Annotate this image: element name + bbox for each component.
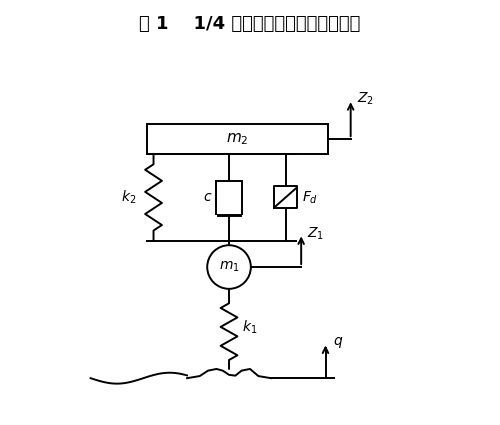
Bar	[147, 125, 328, 154]
Text: $k_1$: $k_1$	[242, 319, 258, 336]
Text: $Z_1$: $Z_1$	[308, 225, 324, 242]
Text: $m_1$: $m_1$	[218, 260, 240, 274]
Text: $F_d$: $F_d$	[302, 189, 318, 206]
Text: $k_2$: $k_2$	[120, 189, 136, 206]
Text: $q$: $q$	[333, 335, 344, 350]
Text: 图 1    1/4 车辆悬架二自由度力学模型: 图 1 1/4 车辆悬架二自由度力学模型	[140, 15, 360, 33]
Text: $c$: $c$	[203, 190, 212, 204]
Text: $m_2$: $m_2$	[226, 131, 248, 147]
Text: $Z_2$: $Z_2$	[357, 91, 374, 108]
